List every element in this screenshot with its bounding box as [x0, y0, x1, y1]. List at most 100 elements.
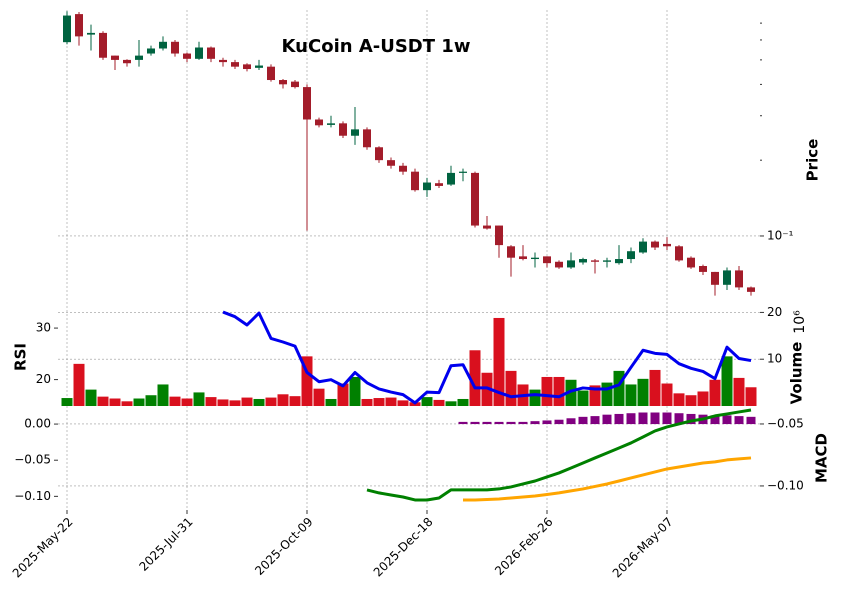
volume-bar	[565, 379, 577, 406]
y-tick-label: −0.05	[767, 416, 804, 430]
candle-body	[315, 119, 323, 126]
volume-bar	[145, 395, 157, 406]
candle-body	[735, 270, 743, 288]
y-tick-label: −0.10	[767, 478, 804, 492]
macd-histogram-bar	[722, 415, 732, 425]
volume-bar	[265, 397, 277, 406]
volume-bar	[373, 398, 385, 406]
candle-body	[375, 147, 383, 161]
x-tick-label: 2025-Dec-18	[371, 515, 436, 580]
candle-body	[171, 41, 179, 54]
macd-histogram-bar	[470, 421, 480, 425]
volume-bar	[397, 400, 409, 406]
macd-histogram-bar	[578, 416, 588, 425]
volume-bar	[157, 384, 169, 406]
volume-bar	[553, 376, 565, 406]
candle-body	[303, 87, 311, 120]
candle-body	[243, 64, 251, 70]
x-tick-label: 2026-May-07	[610, 515, 676, 581]
volume-bar	[229, 400, 241, 406]
volume-bar	[169, 396, 181, 406]
macd-histogram-bar	[614, 413, 624, 425]
macd-histogram-bar	[518, 421, 528, 425]
candle-body	[363, 129, 371, 148]
candle-body	[651, 241, 659, 248]
volume-bar	[385, 397, 397, 406]
macd-axis-label: MACD	[813, 433, 831, 483]
candle-body	[123, 59, 131, 64]
volume-bar	[577, 390, 589, 406]
volume-bar	[361, 398, 373, 406]
volume-bar	[637, 378, 649, 406]
candle-body	[291, 81, 299, 88]
volume-bar	[217, 399, 229, 406]
y-tick-label: 20	[36, 372, 51, 386]
macd-histogram-bar	[674, 413, 684, 425]
candle-body	[87, 32, 95, 35]
macd-histogram-bar	[602, 414, 612, 425]
candle-body	[687, 257, 695, 268]
volume-axis-label: Volume	[788, 342, 806, 405]
candle-body	[711, 271, 719, 285]
candle-body	[423, 182, 431, 191]
macd-histogram-bar	[710, 415, 720, 425]
macd-histogram-bar	[734, 416, 744, 425]
candle-body	[567, 260, 575, 268]
candle-body	[663, 243, 671, 247]
candle-body	[279, 80, 287, 85]
candle-body	[591, 260, 599, 262]
volume-bar	[97, 396, 109, 406]
candle-body	[507, 246, 515, 258]
volume-bar	[61, 398, 73, 406]
volume-bar	[181, 398, 193, 406]
volume-bar	[433, 399, 445, 406]
macd-histogram-bar	[542, 420, 552, 425]
candle-body	[339, 123, 347, 136]
candle-body	[207, 47, 215, 59]
volume-bar	[421, 397, 433, 406]
volume-bar	[613, 370, 625, 406]
volume-bar	[241, 397, 253, 406]
volume-bar	[205, 397, 217, 406]
candle-body	[579, 259, 587, 263]
volume-bar	[109, 398, 121, 406]
volume-bar	[349, 376, 361, 406]
volume-bar	[709, 379, 721, 406]
volume-bar	[337, 383, 349, 406]
volume-bar	[601, 382, 613, 406]
volume-bar	[697, 391, 709, 406]
y-tick-label: 20	[767, 305, 782, 319]
macd-histogram-bar	[506, 421, 516, 425]
volume-bar	[445, 401, 457, 406]
candle-body	[255, 65, 263, 68]
candle-body	[495, 225, 503, 246]
candle-body	[219, 59, 227, 63]
candle-body	[75, 14, 83, 37]
candle-body	[627, 251, 635, 260]
volume-bar	[121, 401, 133, 406]
macd-histogram-bar	[530, 421, 540, 425]
volume-bar	[85, 389, 97, 406]
candle-body	[147, 48, 155, 54]
volume-bar	[289, 396, 301, 406]
macd-histogram-bar	[554, 419, 564, 425]
macd-line	[366, 408, 752, 502]
rsi-axis-label: RSI	[12, 343, 30, 371]
candle-body	[723, 270, 731, 285]
candle-body	[615, 259, 623, 264]
candle-body	[639, 241, 647, 253]
candle-body	[183, 53, 191, 59]
y-tick-label: −0.05	[14, 453, 51, 467]
volume-bar	[721, 356, 733, 406]
volume-bar	[529, 389, 541, 406]
candle-body	[387, 160, 395, 166]
candle-body	[63, 15, 71, 43]
candle-body	[603, 260, 611, 262]
volume-bar	[277, 394, 289, 406]
macd-histogram-bar	[626, 413, 636, 425]
volume-bar	[589, 385, 601, 406]
volume-bar	[541, 376, 553, 406]
y-tick-label: 30	[36, 321, 51, 335]
candle-body	[699, 266, 707, 272]
